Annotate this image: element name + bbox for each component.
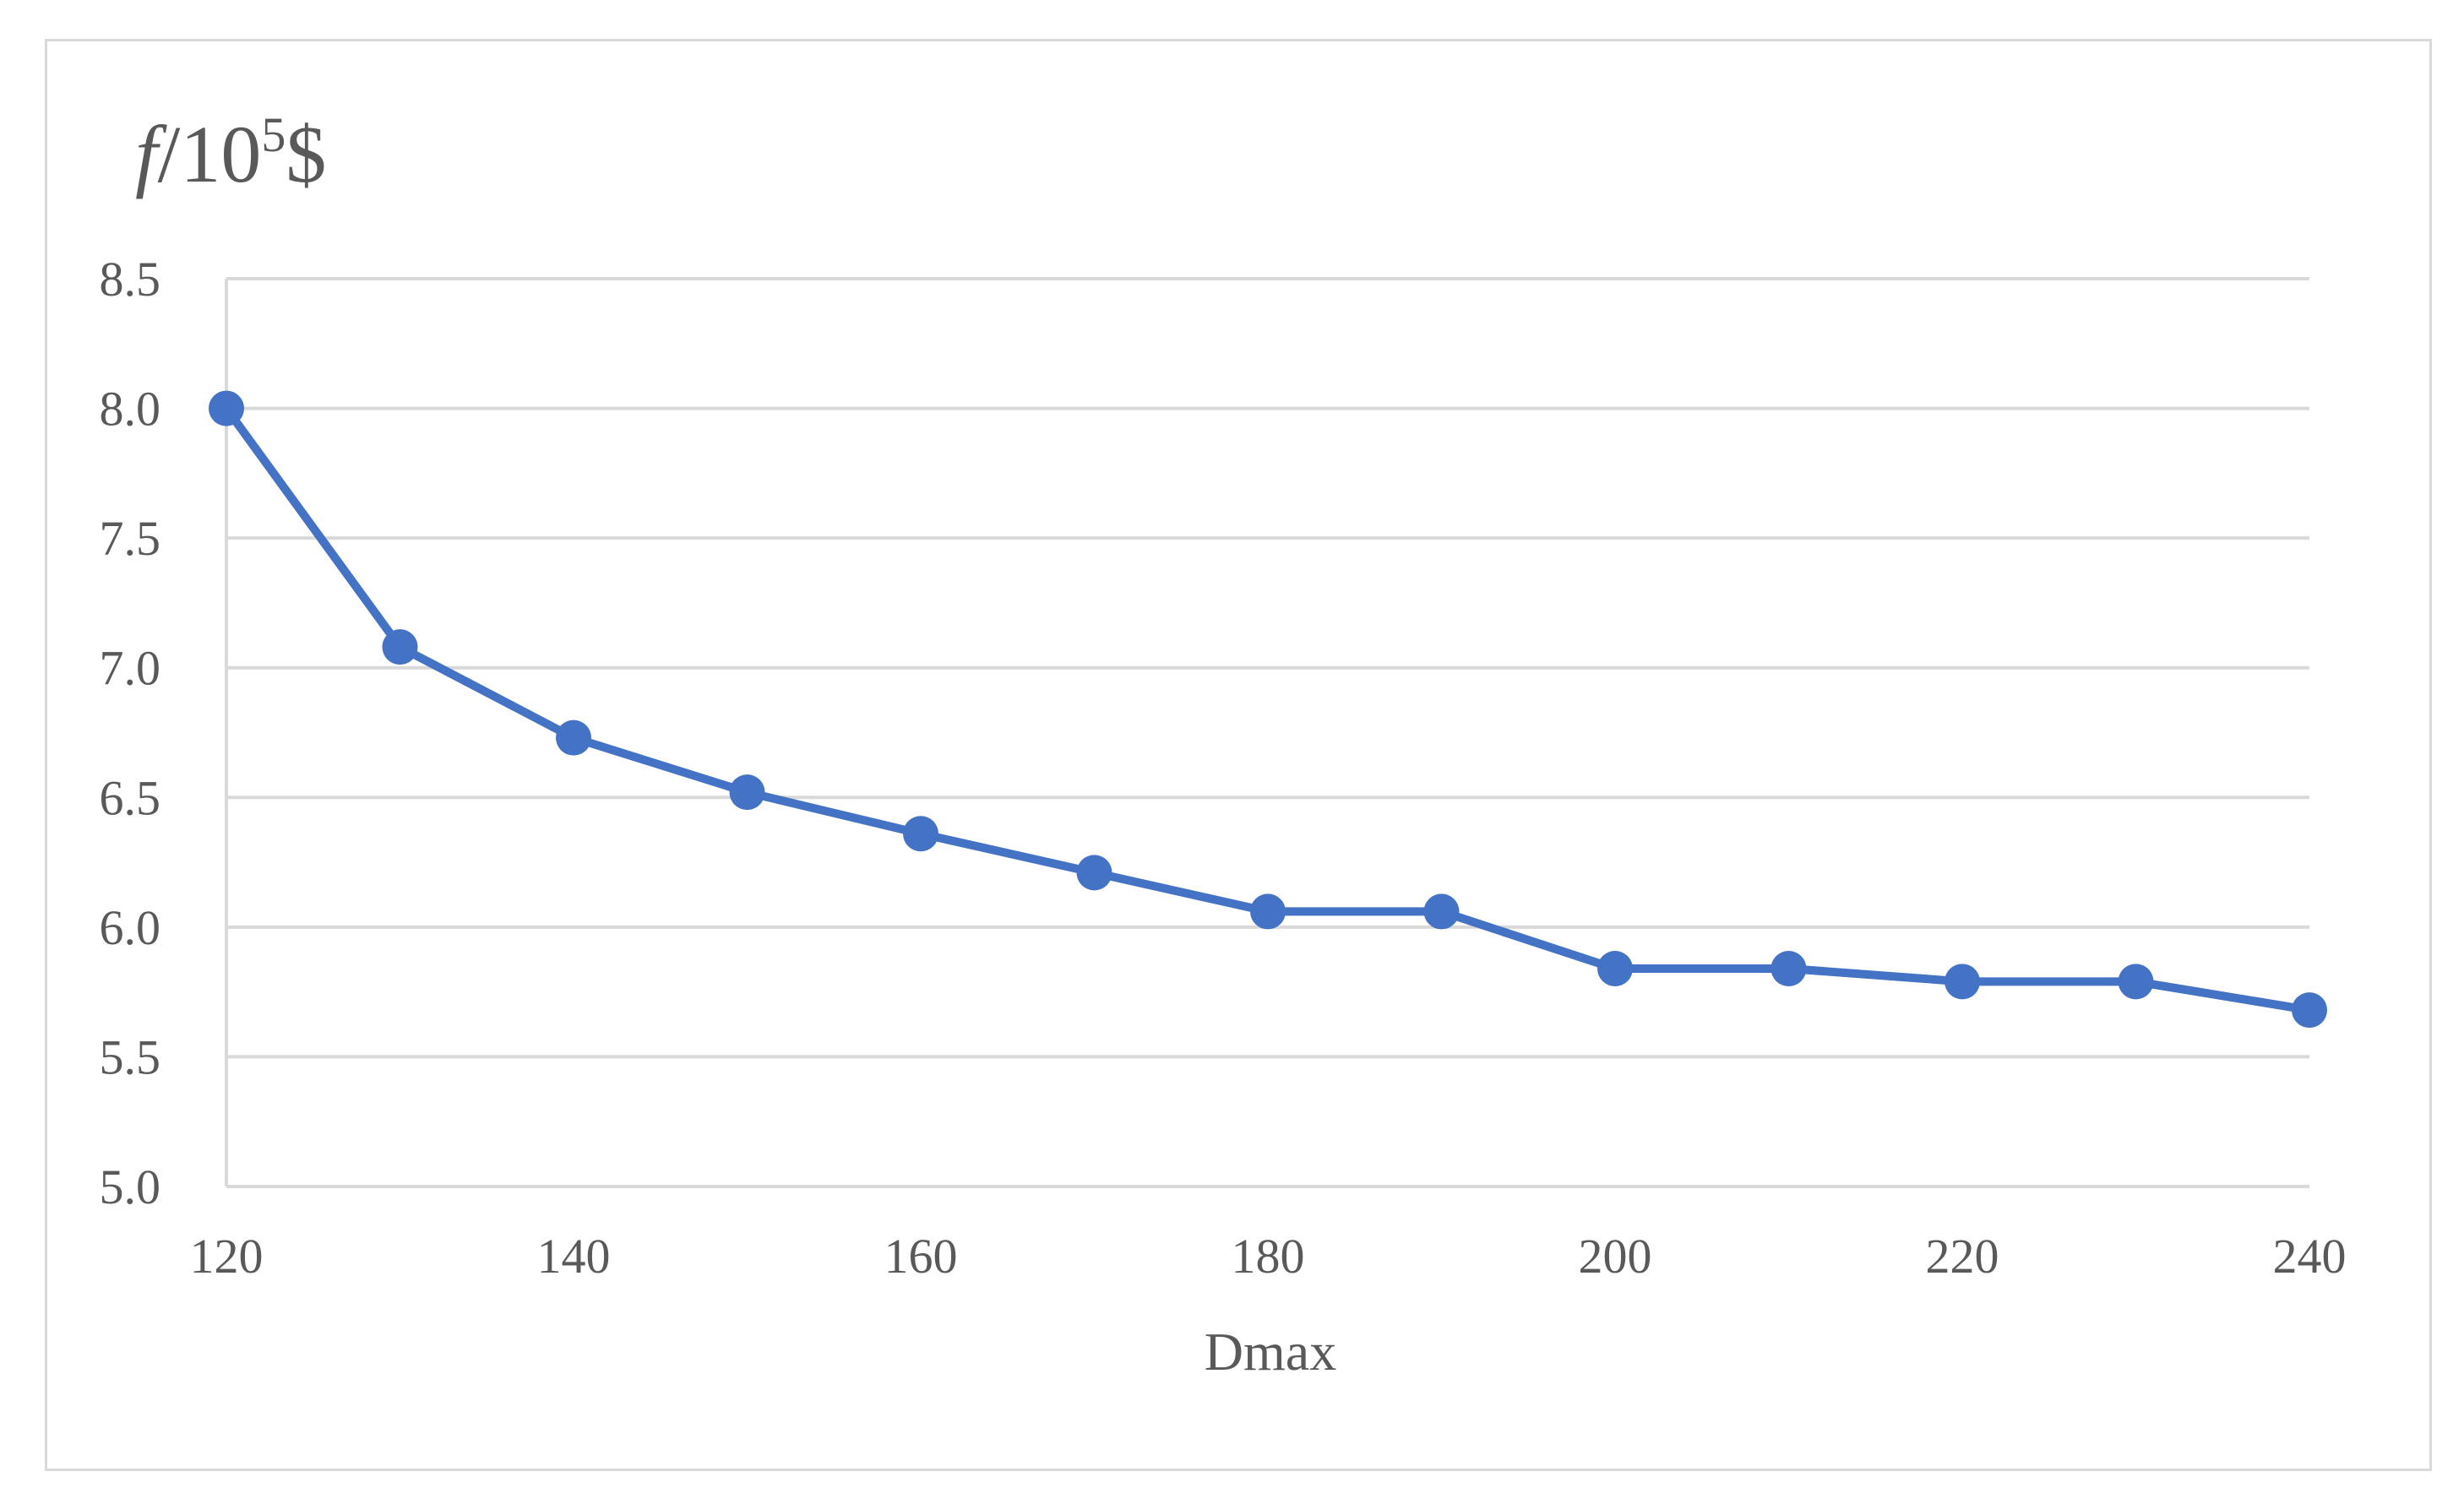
x-tick-label: 120 [190, 1229, 264, 1284]
x-tick-label: 240 [2273, 1229, 2347, 1284]
y-tick-labels: 5.0 5.5 6.0 6.5 7.0 7.5 8.0 8.5 [100, 252, 161, 1214]
data-point [1597, 951, 1633, 986]
data-point [1770, 951, 1807, 986]
data-point [209, 390, 244, 426]
data-point [1423, 893, 1460, 930]
data-point [382, 629, 418, 665]
data-point [1250, 893, 1286, 930]
x-tick-labels: 120 140 160 180 200 220 240 [190, 1229, 2347, 1284]
x-tick-label: 220 [1926, 1229, 1999, 1284]
x-tick-label: 140 [537, 1229, 611, 1284]
y-tick-label: 6.5 [100, 770, 161, 825]
y-tick-label: 6.0 [100, 900, 161, 955]
axes [225, 279, 2309, 1188]
y-tick-label: 7.0 [100, 641, 161, 696]
x-tick-label: 160 [884, 1229, 958, 1284]
data-point [903, 816, 938, 852]
data-point [729, 774, 765, 811]
y-tick-label: 8.0 [100, 382, 161, 437]
gridlines [226, 277, 2309, 1059]
x-tick-label: 200 [1579, 1229, 1652, 1284]
x-axis-title: Dmax [1205, 1322, 1336, 1382]
data-point [1945, 964, 1980, 1000]
x-tick-label: 180 [1232, 1229, 1305, 1284]
data-point [556, 719, 591, 756]
y-axis-title: f/105$ [135, 107, 326, 199]
data-point [1076, 855, 1112, 891]
y-tick-label: 5.0 [100, 1159, 161, 1214]
data-point [2118, 964, 2154, 1000]
y-tick-label: 8.5 [100, 252, 161, 307]
y-axis-title-exp: 5 [261, 107, 286, 162]
y-axis-title-sep: /10 [158, 109, 262, 199]
data-point [2292, 992, 2327, 1029]
y-axis-title-unit: $ [286, 109, 326, 199]
data-series [209, 390, 2327, 1029]
y-tick-label: 7.5 [100, 511, 161, 566]
y-tick-label: 5.5 [100, 1029, 161, 1084]
